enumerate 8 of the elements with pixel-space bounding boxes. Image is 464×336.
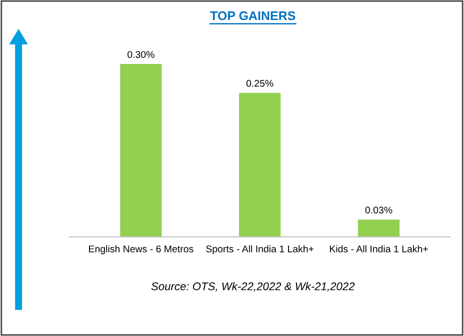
chart-title: TOP GAINERS bbox=[210, 11, 296, 20]
source-note: Source: OTS, Wk-22,2022 & Wk-21,2022 bbox=[151, 282, 355, 292]
x-tick-label: English News - 6 Metros bbox=[89, 245, 194, 254]
data-label: 0.25% bbox=[246, 80, 274, 87]
x-tick-label: Sports - All India 1 Lakh+ bbox=[206, 245, 314, 254]
x-tick-label: Kids - All India 1 Lakh+ bbox=[330, 245, 428, 252]
data-label: 0.03% bbox=[365, 206, 392, 214]
data-label: 0.30% bbox=[128, 51, 154, 58]
